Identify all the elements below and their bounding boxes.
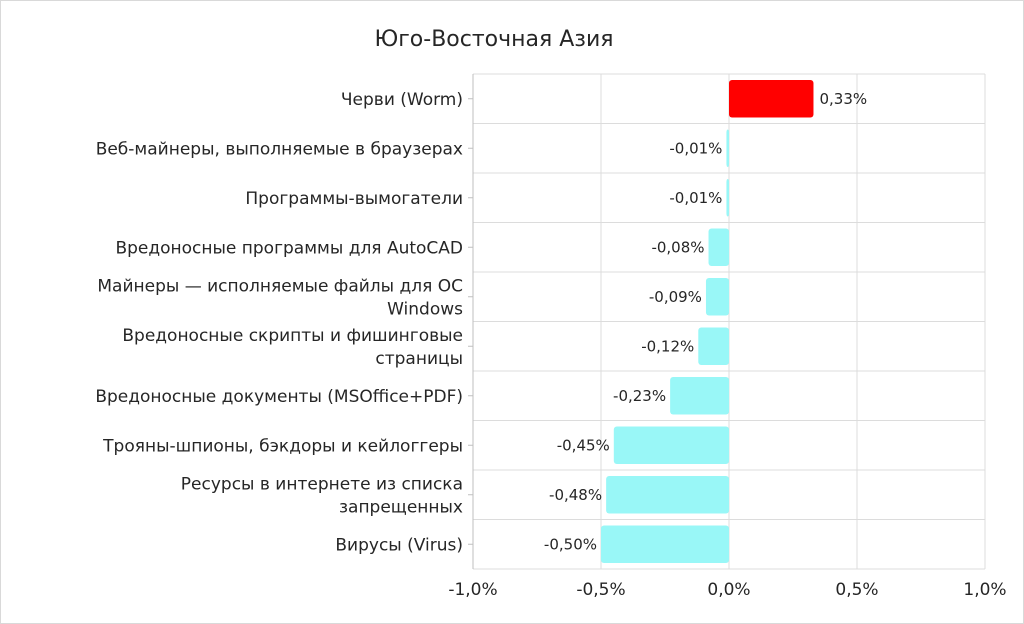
x-tick-label: -0,5% [576,580,625,600]
bar [708,228,729,267]
bar [726,129,729,168]
data-label: -0,01% [669,139,722,157]
bars [601,79,814,564]
category-label: Трояны-шпионы, бэкдоры и кейлоггеры [102,436,463,456]
data-label: -0,12% [641,337,694,355]
data-label: -0,45% [557,436,610,454]
x-tick-label: 1,0% [963,580,1006,600]
x-tick-label: 0,5% [835,580,878,600]
category-label: Вредоносные программы для AutoCAD [115,238,463,258]
category-label: Веб-майнеры, выполняемые в браузерах [96,139,463,159]
category-label: запрещенных [339,497,463,517]
chart-title: Юго-Восточная Азия [374,27,613,52]
category-label: страницы [375,349,463,369]
x-tick-label: 0,0% [707,580,750,600]
data-labels: 0,33% -0,01% -0,01% -0,08% -0,09% -0,12% -0,23… [544,90,867,554]
category-label: Майнеры — исполняемые файлы для ОС [97,276,463,296]
bar [698,327,729,366]
data-label: -0,01% [669,189,722,207]
data-label: -0,23% [613,387,666,405]
category-label: Черви (Worm) [341,90,463,110]
data-label: -0,50% [544,535,597,553]
data-label: -0,08% [651,238,704,256]
category-label: Программы-вымогатели [245,189,463,209]
bar [726,178,729,217]
data-label: -0,48% [549,486,602,504]
bar [705,277,729,316]
bar [601,525,729,564]
x-tick-label: -1,0% [448,580,497,600]
category-labels: Черви (Worm) Веб-майнеры, выполняемые в б… [95,90,463,556]
bar [729,79,814,118]
category-label: Вирусы (Virus) [335,535,463,555]
bar [606,475,729,514]
data-label: -0,09% [649,288,702,306]
x-axis-ticks: -1,0% -0,5% 0,0% 0,5% 1,0% [448,580,1006,600]
category-label: Windows [387,299,463,319]
bar [613,426,729,465]
category-label: Вредоносные документы (MSOffice+PDF) [95,387,463,407]
bar [670,376,729,415]
category-label: Ресурсы в интернете из списка [181,474,463,494]
data-label: 0,33% [819,90,867,108]
category-label: Вредоносные скрипты и фишинговые [122,326,463,346]
